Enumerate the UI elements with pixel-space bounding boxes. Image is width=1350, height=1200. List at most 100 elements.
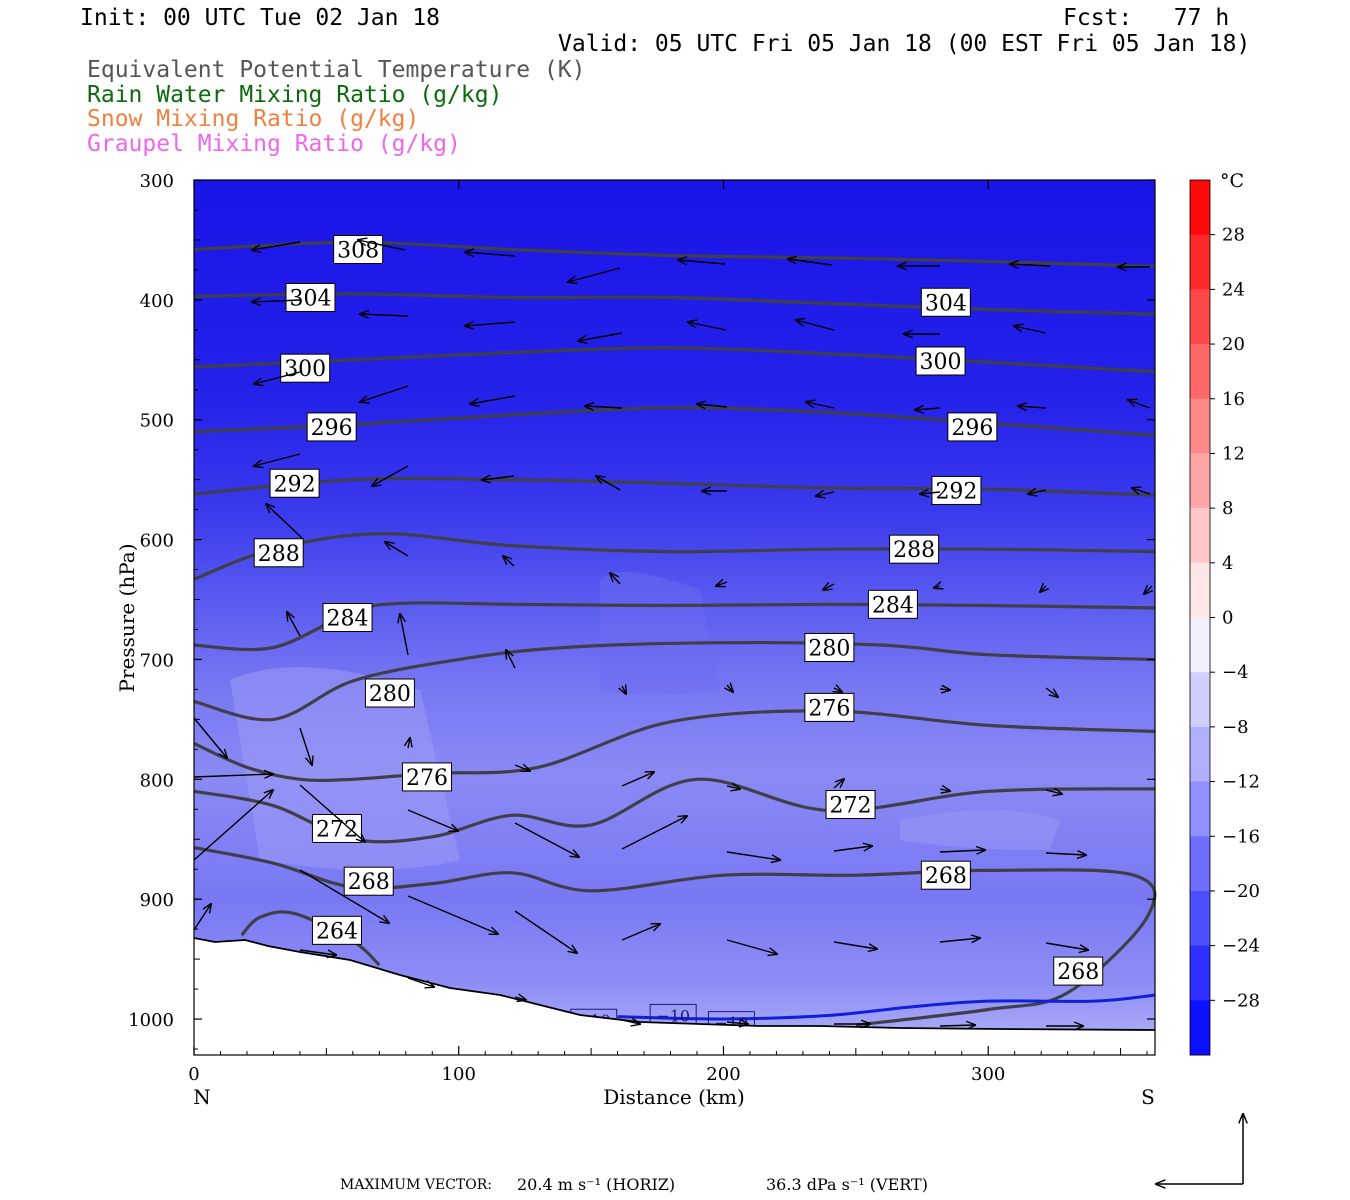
y-tick-label: 700 <box>140 650 174 671</box>
colorbar-label: 20 <box>1222 334 1245 355</box>
y-tick-label: 1000 <box>128 1010 174 1031</box>
contour-label-280-0: 280 <box>369 682 411 707</box>
contour-label-268-0-box <box>343 866 394 896</box>
colorbar-label: −4 <box>1222 662 1249 683</box>
colorbar-segment <box>1190 562 1210 618</box>
contour-label-276-0: 276 <box>406 766 448 791</box>
colorbar-segment <box>1190 398 1210 454</box>
colorbar-segment <box>1190 890 1210 947</box>
contour-label-284-1: 284 <box>872 593 914 618</box>
y-tick-label: 400 <box>140 291 174 312</box>
contour-label-276-1-box <box>804 692 855 722</box>
contour-label-268-1: 268 <box>925 864 967 889</box>
colorbar-label: −8 <box>1222 717 1249 738</box>
theta-e-contour-292 <box>193 476 1156 497</box>
colorbar-segment <box>1190 945 1210 1001</box>
isotherm-label-1: −10 <box>656 1006 690 1025</box>
y-tick-label: 800 <box>140 770 174 791</box>
contour-label-300-0: 300 <box>284 357 326 382</box>
contour-label-284-0: 284 <box>327 607 369 632</box>
x-tick-label: 200 <box>706 1064 740 1085</box>
colorbar-label: −20 <box>1222 881 1260 902</box>
legend-rain: Rain Water Mixing Ratio (g/kg) <box>87 82 503 108</box>
theta-e-contour-280 <box>193 641 1156 722</box>
y-axis: 300 400 500 600 700 800 900 1000 <box>128 171 1155 1050</box>
contour-label-280-0-box <box>364 678 415 708</box>
wind-vectors <box>193 240 1152 1026</box>
contour-label-288-0: 288 <box>258 542 300 567</box>
legend-snow: Snow Mixing Ratio (g/kg) <box>87 106 420 132</box>
y-tick-label: 500 <box>140 411 174 432</box>
x-tick-label: 0 <box>188 1064 199 1085</box>
colorbar-unit: °C <box>1220 170 1244 192</box>
contour-label-292-0-box <box>269 468 320 498</box>
south-label: S <box>1141 1085 1155 1109</box>
colorbar-segment <box>1190 180 1210 236</box>
colorbar-label: 4 <box>1222 553 1233 574</box>
y-axis-title: Pressure (hPa) <box>115 544 139 693</box>
theta-e-contour-276 <box>193 709 1156 783</box>
isotherm-line <box>617 993 1156 1021</box>
colorbar-label: −12 <box>1222 772 1260 793</box>
colorbar-segment <box>1190 836 1210 892</box>
colorbar-segment <box>1190 344 1210 400</box>
contour-label-308-0: 308 <box>337 239 379 264</box>
contour-label-296-0: 296 <box>311 416 353 441</box>
x-axis-title: Distance (km) <box>603 1085 745 1109</box>
colorbar-label: 24 <box>1222 279 1245 300</box>
colorbar-segment <box>1190 508 1210 564</box>
contour-label-284-0-box <box>322 603 373 632</box>
theta-e-contour-284 <box>193 601 1156 652</box>
contour-label-264-0-box <box>311 915 362 945</box>
contour-label-300-1-box <box>915 346 966 376</box>
colorbar-label: 8 <box>1222 498 1233 519</box>
contour-label-276-1: 276 <box>808 696 850 721</box>
colorbar-segment <box>1190 453 1210 509</box>
colorbar: 28 24 20 16 12 8 4 0 −4 −8 −12 −16 −20 −24 −28 <box>1189 179 1260 1056</box>
contour-label-292-1-box <box>931 475 982 505</box>
contour-label-276-0-box <box>401 762 452 792</box>
contour-label-296-0-box <box>306 412 357 442</box>
x-tick-label: 100 <box>442 1064 476 1085</box>
contour-label-300-0-box <box>280 353 331 383</box>
init-time: Init: 00 UTC Tue 02 Jan 18 <box>80 5 441 31</box>
colorbar-segment <box>1190 672 1210 728</box>
colorbar-label: 16 <box>1222 389 1245 410</box>
contour-label-272-1-box <box>825 789 876 819</box>
contour-label-272-1: 272 <box>830 793 872 818</box>
colorbar-label: 0 <box>1222 608 1233 629</box>
x-axis: 0 100 200 300 <box>188 180 1148 1085</box>
forecast-hour: Fcst: 77 h <box>1063 5 1230 31</box>
colorbar-segment <box>1190 781 1210 837</box>
contour-label-280-1: 280 <box>808 636 850 661</box>
contour-label-292-0: 292 <box>274 472 316 497</box>
contour-label-288-1: 288 <box>893 538 935 563</box>
max-vector-label: MAXIMUM VECTOR: <box>340 1177 492 1193</box>
colorbar-segment <box>1190 617 1210 673</box>
colorbar-label: −28 <box>1222 990 1260 1011</box>
contour-label-296-1-box <box>947 412 998 442</box>
contour-label-292-1: 292 <box>935 479 977 504</box>
colorbar-label: 12 <box>1222 443 1245 464</box>
x-tick-label: 300 <box>971 1064 1005 1085</box>
contour-label-304-0-box <box>285 282 336 312</box>
colorbar-segment <box>1190 234 1210 290</box>
contour-label-308-0-box <box>333 235 384 265</box>
contour-label-268-2: 268 <box>1057 960 1099 985</box>
theta-e-contour-304 <box>193 292 1156 316</box>
reference-vector-icon <box>1156 1114 1243 1184</box>
contour-label-280-1-box <box>804 632 855 662</box>
colorbar-segment <box>1190 1000 1210 1056</box>
contour-label-268-2-box <box>1053 956 1104 986</box>
contour-label-288-1-box <box>889 534 940 564</box>
colorbar-segment <box>1190 726 1210 783</box>
contour-label-304-0: 304 <box>289 286 331 311</box>
theta-e-contour-288 <box>193 531 1156 581</box>
contour-label-288-0-box <box>253 538 304 568</box>
max-vector-horiz: 20.4 m s⁻¹ (HORIZ) <box>517 1175 676 1194</box>
contour-label-268-0: 268 <box>348 870 390 895</box>
contour-label-296-1: 296 <box>951 416 993 441</box>
contour-label-264-0: 264 <box>316 919 358 944</box>
colorbar-label: −16 <box>1222 826 1260 847</box>
